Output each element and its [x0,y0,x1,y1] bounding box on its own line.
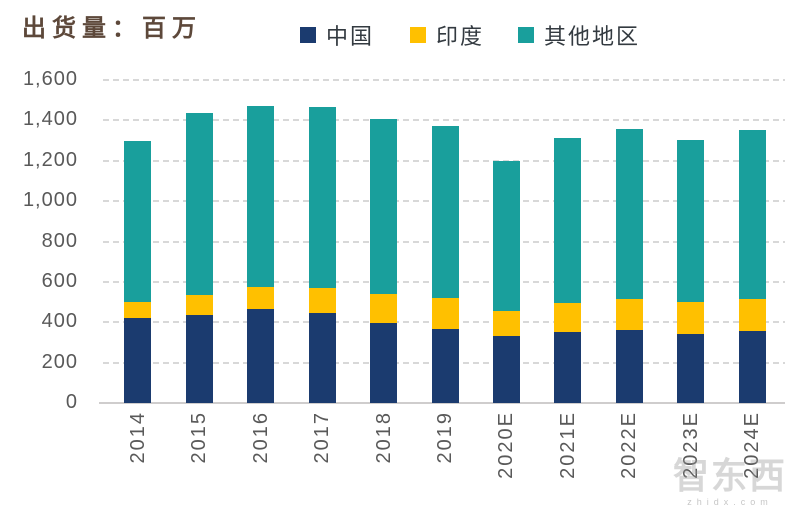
y-tick-label: 1,200 [22,148,78,171]
bar-segment [492,336,520,403]
bar-segment [738,299,766,332]
x-tick-label: 2019 [434,411,456,464]
bar-segment [554,332,582,403]
legend: 中国 印度 其他地区 [0,0,800,49]
legend-label: 其他地区 [544,24,641,49]
chart-title: 出货量：百万 [22,15,202,42]
x-tick-label: 2018 [372,411,395,464]
x-tick-label: 2020E [495,411,518,479]
gridline [103,119,785,122]
x-tick-label: 2015 [188,411,211,464]
bar-segment [247,308,275,403]
bar-segment [431,298,459,329]
bar-segment [308,107,336,289]
bar-segment [677,139,705,303]
bar-segment [185,315,213,403]
bar-segment [124,140,152,303]
bar-segment [615,329,643,403]
x-tick-label: 2017 [311,411,334,464]
legend-item: 其他地区 [518,19,640,51]
x-tick-label: 2024E [741,411,764,479]
bar-stack [554,137,582,403]
bar-segment [185,112,213,295]
bar-stack [185,112,213,403]
bar-stack [492,160,520,403]
x-tick-label: 2014 [126,411,149,464]
x-tick-label: 2021E [556,411,579,479]
bar-segment [677,334,705,403]
bar-segment [738,331,766,403]
bar-segment [431,328,459,403]
bar-stack [431,126,459,403]
y-tick-label: 400 [41,310,78,333]
bar-stack [677,139,705,403]
bar-segment [308,288,336,314]
bar-segment [124,302,152,319]
x-tick-label: 2016 [249,411,272,464]
gridline [103,79,785,81]
legend-item: 中国 [300,19,374,51]
bar-segment [431,126,459,299]
bar-segment [308,313,336,403]
y-tick-label: 1,000 [22,189,78,212]
legend-swatch-icon [518,27,534,43]
bar-stack [370,119,398,403]
bar-segment [492,311,520,337]
x-axis-line [99,402,785,404]
legend-label: 印度 [436,24,485,49]
legend-swatch-icon [300,27,316,43]
y-tick-label: 600 [41,269,78,292]
bar-stack [738,130,766,403]
bar-segment [492,160,520,312]
y-tick-label: 200 [41,350,78,373]
bar-segment [615,299,643,330]
bar-segment [370,119,398,294]
bar-segment [554,137,582,304]
plot-area [99,79,785,404]
bar-stack [124,140,152,403]
x-tick-label: 2022E [618,411,641,479]
y-tick-label: 0 [65,391,78,413]
bar-segment [677,302,705,335]
bar-segment [738,130,766,300]
bar-segment [247,106,275,287]
y-tick-label: 1,600 [22,68,78,90]
legend-label: 中国 [326,24,375,49]
bar-stack [308,107,336,403]
bar-segment [185,294,213,316]
y-tick-label: 800 [41,229,78,252]
bar-segment [124,318,152,403]
bar-stack [615,129,643,403]
bar-segment [554,303,582,333]
bar-stack [247,106,275,403]
bar-segment [615,129,643,300]
legend-swatch-icon [410,27,426,43]
legend-item: 印度 [410,19,484,51]
bar-segment [247,286,275,309]
y-tick-label: 1,400 [22,108,78,131]
bar-segment [370,294,398,323]
bar-segment [370,322,398,403]
x-tick-label: 2023E [679,411,702,479]
